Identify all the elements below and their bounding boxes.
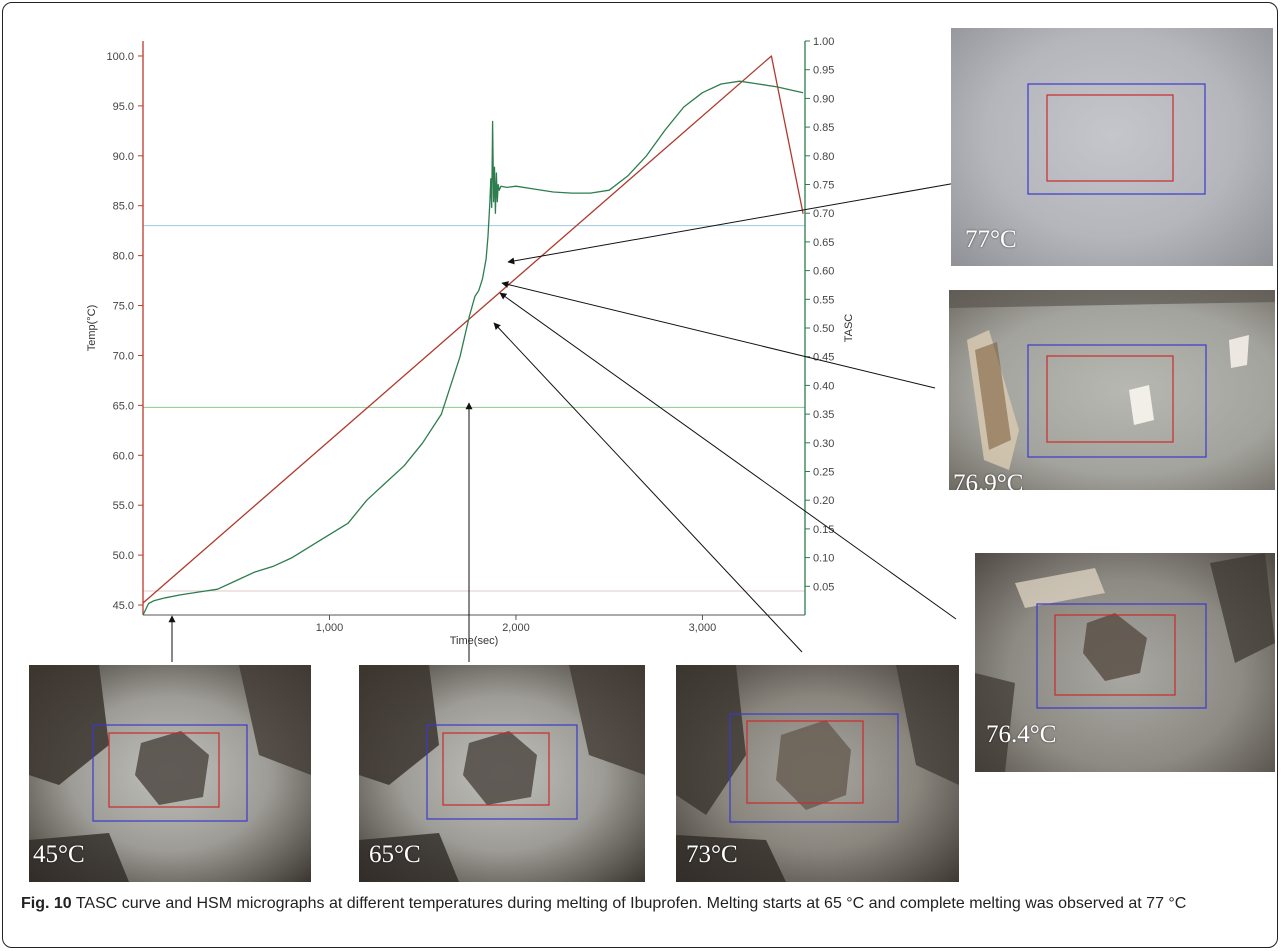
tasc-series-line	[142, 80, 804, 616]
crystal-fragment	[949, 290, 1275, 308]
crystal-fragment	[1129, 385, 1154, 425]
y-left-tick-label: 90.0	[113, 151, 134, 163]
temperature-series-line	[142, 55, 804, 604]
y-right-tick-label: 0.55	[813, 294, 834, 306]
roi-outer-box	[1027, 83, 1206, 195]
micrograph-label: 76.4°C	[986, 721, 1057, 748]
crystal-fragment	[135, 731, 209, 805]
y-left-tick-label: 70.0	[113, 350, 134, 362]
y-right-tick-label: 0.25	[813, 467, 834, 479]
roi-inner-box	[442, 732, 550, 806]
crystal-fragment	[896, 665, 959, 785]
crystal-fragment	[463, 731, 537, 805]
crystal-fragment	[676, 835, 786, 882]
crystal-fragment	[239, 665, 311, 775]
roi-outer-box	[729, 713, 899, 823]
roi-inner-box	[1054, 614, 1176, 696]
figure-caption: Fig. 10 TASC curve and HSM micrographs a…	[21, 892, 1261, 916]
micrograph-65c: 65°C	[359, 665, 645, 882]
y-right-tick-label: 0.45	[813, 352, 834, 364]
y-right-tick-label: 0.80	[813, 151, 834, 163]
y-right-tick-label: 0.20	[813, 495, 834, 507]
y-right-tick-label: 0.50	[813, 323, 834, 335]
y-right-tick-label: 0.15	[813, 524, 834, 536]
y-left-tick-label: 60.0	[113, 450, 134, 462]
y-right-tick-label: 0.70	[813, 208, 834, 220]
y-right-tick-label: 0.30	[813, 438, 834, 450]
micrograph-label: 45°C	[33, 841, 85, 868]
y-right-tick-label: 0.40	[813, 380, 834, 392]
roi-outer-box	[1036, 603, 1207, 709]
y-left-tick-label: 75.0	[113, 301, 134, 313]
y-right-tick-label: 0.95	[813, 65, 834, 77]
y-right-tick-label: 0.35	[813, 409, 834, 421]
micrograph-77c: 77°C	[951, 28, 1273, 266]
y-right-tick-label: 0.75	[813, 180, 834, 192]
roi-outer-box	[1027, 344, 1207, 458]
roi-outer-box	[92, 724, 248, 822]
roi-inner-box	[1046, 355, 1174, 443]
crystal-fragment	[359, 665, 439, 785]
crystal-fragment	[1083, 613, 1147, 681]
roi-inner-box	[1046, 94, 1174, 182]
y-right-tick-label: 1.00	[813, 36, 834, 48]
crystal-fragment	[975, 673, 1015, 772]
y-left-tick-label: 45.0	[113, 600, 134, 612]
crystal-fragment	[776, 720, 851, 810]
crystal-fragment	[1015, 568, 1105, 608]
arrow-73c	[493, 322, 803, 653]
x-tick-label: 2,000	[502, 622, 530, 634]
x-tick-label: 1,000	[316, 622, 344, 634]
y-right-tick-label: 0.60	[813, 266, 834, 278]
micrograph-label: 77°C	[965, 226, 1017, 253]
crystal-fragment	[29, 833, 129, 882]
y-left-tick-label: 100.0	[106, 51, 134, 63]
y-right-tick-label: 0.65	[813, 237, 834, 249]
crystal-fragment	[1210, 553, 1275, 663]
micrograph-45c: 45°C	[29, 665, 311, 882]
y-left-tick-label: 95.0	[113, 101, 134, 113]
micrograph-73c: 73°C	[676, 665, 959, 882]
x-axis-title: Time(sec)	[450, 635, 498, 647]
arrow-77c	[507, 182, 957, 265]
y-right-tick-label: 0.10	[813, 553, 834, 565]
y-left-tick-label: 50.0	[113, 550, 134, 562]
micrograph-label: 73°C	[686, 841, 738, 868]
figure-number: Fig. 10	[21, 895, 72, 912]
y-right-tick-label: 0.85	[813, 122, 834, 134]
micrograph-76-9c: 76.9°C	[949, 290, 1275, 490]
crystal-fragment	[1229, 335, 1249, 368]
y-right-axis-title: TASC	[843, 314, 855, 343]
y-left-tick-label: 65.0	[113, 400, 134, 412]
y-right-tick-label: 0.90	[813, 93, 834, 105]
arrow-76-9c	[501, 281, 936, 389]
y-right-tick-label: 0.05	[813, 581, 834, 593]
x-tick-label: 3,000	[689, 622, 717, 634]
arrow-76-4c	[499, 292, 957, 620]
y-left-tick-label: 55.0	[113, 500, 134, 512]
micrograph-label: 76.9°C	[953, 470, 1024, 490]
crystal-fragment	[676, 665, 746, 815]
roi-outer-box	[426, 724, 578, 820]
y-left-tick-label: 85.0	[113, 201, 134, 213]
micrograph-76-4c: 76.4°C	[975, 553, 1275, 772]
roi-inner-box	[746, 720, 864, 804]
micrograph-label: 65°C	[369, 841, 421, 868]
crystal-fragment	[29, 665, 109, 785]
roi-inner-box	[108, 732, 220, 808]
crystal-fragment	[569, 665, 645, 775]
y-left-axis-title: Temp(°C)	[86, 305, 98, 352]
y-left-tick-label: 80.0	[113, 251, 134, 263]
crystal-fragment	[975, 342, 1011, 450]
crystal-fragment	[359, 833, 459, 882]
caption-text: TASC curve and HSM micrographs at differ…	[75, 895, 1187, 912]
tasc-chart: 45.0 50.0 55.0 60.0 65.0 70.0 75.0 80.0 85.0 90.0…	[86, 36, 957, 662]
